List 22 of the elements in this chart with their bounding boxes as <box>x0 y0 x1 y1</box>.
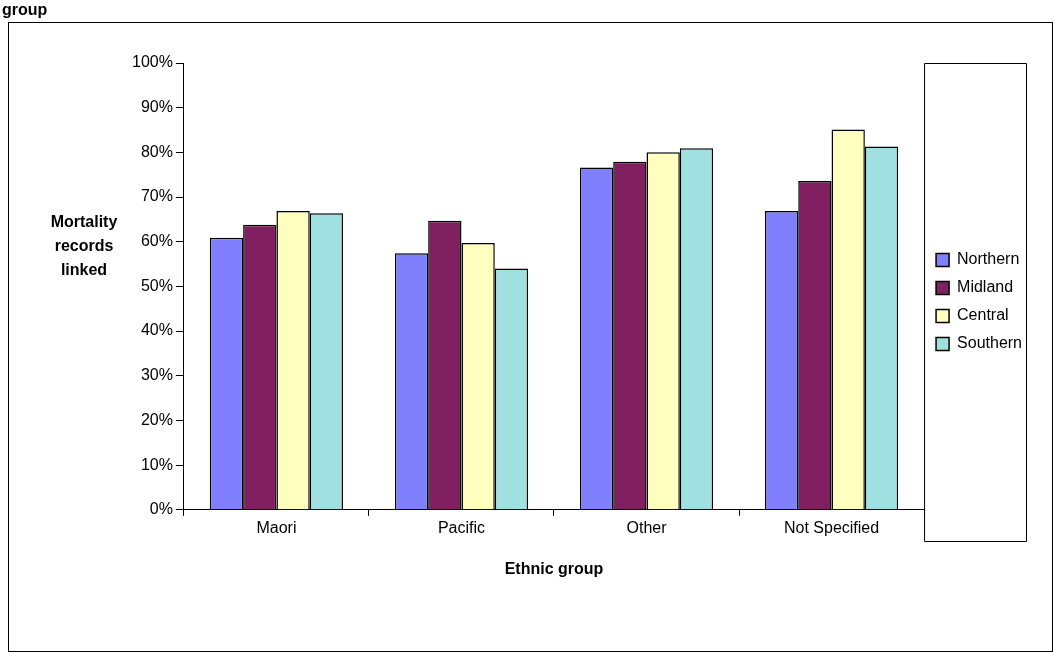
x-axis-title: Ethnic group <box>504 560 604 578</box>
x-tick-label: Pacific <box>437 518 486 536</box>
x-tick-label: Other <box>626 518 668 536</box>
y-tick-label: 10% <box>140 455 173 473</box>
y-tick-label: 0% <box>149 500 173 518</box>
y-tick-label: 30% <box>140 366 173 384</box>
y-tick-label: 40% <box>140 321 173 339</box>
y-axis-title: Mortality records linked <box>50 212 118 278</box>
y-tick-label: 90% <box>140 98 173 116</box>
y-tick-label: 60% <box>140 232 173 250</box>
text: group <box>2 0 48 20</box>
y-tick-label: 80% <box>140 142 173 160</box>
y-tick-label: 100% <box>132 53 173 71</box>
legend-label: Central <box>957 306 1009 324</box>
y-tick-label: 70% <box>140 187 173 205</box>
y-tick-label: 50% <box>140 276 173 294</box>
legend-label: Southern <box>957 334 1022 352</box>
legend-label: Northern <box>957 250 1020 268</box>
legend-label: Midland <box>957 278 1014 296</box>
x-tick-label: Not Specified <box>783 518 880 536</box>
y-tick-label: 20% <box>140 410 173 428</box>
x-tick-label: Maori <box>256 518 297 536</box>
